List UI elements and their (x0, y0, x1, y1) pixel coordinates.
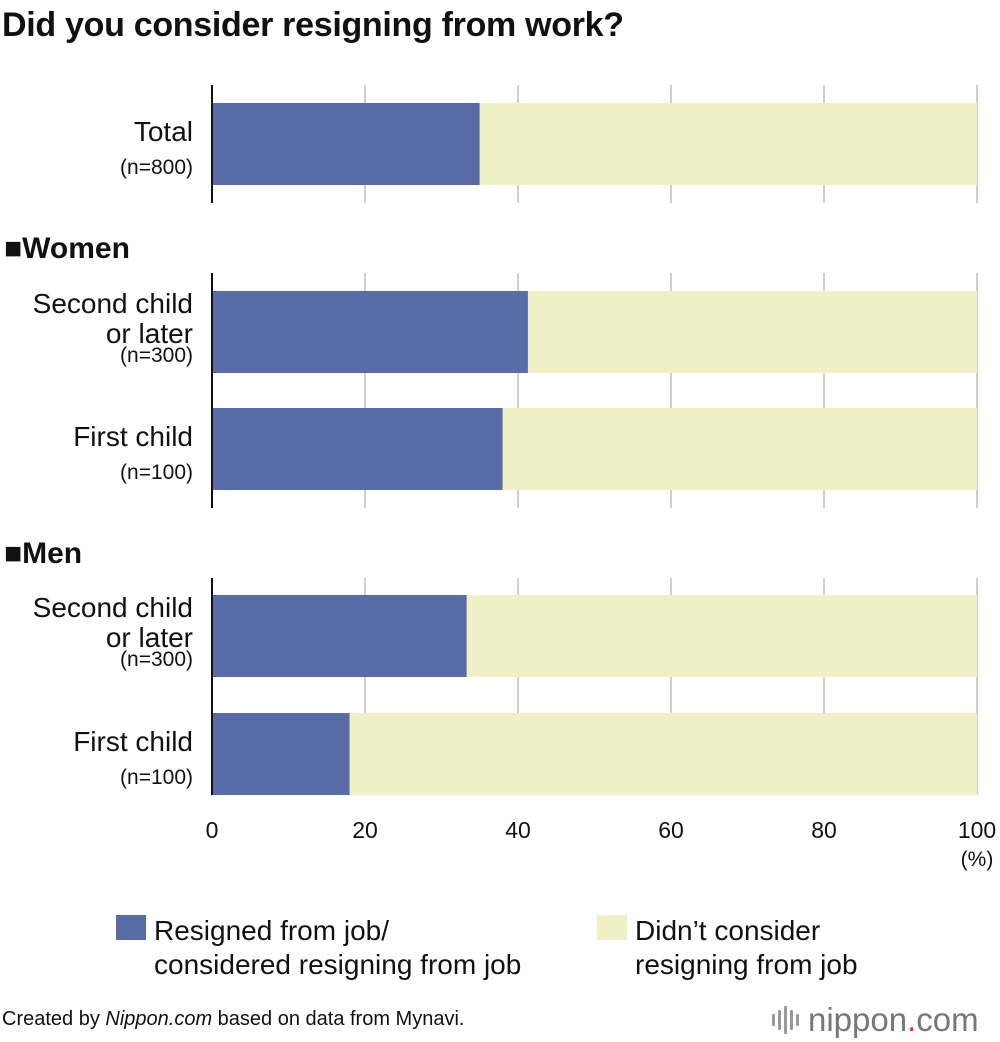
logo-word: nippon (808, 1001, 908, 1038)
sample-size-g1-r1: (n=100) (120, 461, 193, 484)
legend-swatch-resigned (116, 915, 146, 940)
bar-resigned-g1-r1 (212, 408, 503, 490)
bar-resigned-g2-r0 (212, 595, 467, 677)
credit-prefix: Created by (2, 1008, 106, 1030)
credit-site: Nippon.com (105, 1008, 213, 1030)
bar-not_considered-g1-r1 (502, 408, 977, 490)
category-label-g0-r0-l0: Total (134, 116, 193, 147)
legend-swatch-not-considered (597, 915, 627, 940)
logo-dot: . (907, 1001, 917, 1038)
sample-size-g2-r0: (n=300) (120, 648, 193, 671)
category-label-g2-r1-l0: First child (73, 726, 193, 757)
bar-not_considered-g2-r1 (349, 713, 977, 795)
logo-tld: com (916, 1001, 979, 1038)
x-tick-label-5: 100 (958, 817, 996, 843)
nippon-logo: nippon. com (772, 1000, 979, 1040)
bar-not_considered-g1-r0 (527, 291, 977, 373)
bar-resigned-g1-r0 (212, 291, 528, 373)
x-tick-label-1: 20 (352, 817, 378, 843)
sample-size-g2-r1: (n=100) (120, 766, 193, 789)
legend-label-not-considered-line1: Didn’t consider (635, 915, 821, 946)
category-label-g1-r0-l0: Second child (33, 288, 193, 319)
bar-not_considered-g2-r0 (466, 595, 977, 677)
x-tick-label-3: 60 (658, 817, 684, 843)
source-credit: Created by Nippon.com based on data from… (2, 1008, 464, 1031)
legend-item-not-considered: Didn’t consider resigning from job (597, 914, 858, 982)
category-label-g2-r0-l0: Second child (33, 592, 193, 623)
x-tick-label-0: 0 (206, 817, 219, 843)
sample-size-g1-r0: (n=300) (120, 344, 193, 367)
category-label-g2-r0-l1: or later (106, 622, 193, 653)
legend-item-resigned: Resigned from job/ considered resigning … (116, 914, 521, 982)
category-label-g1-r1-l0: First child (73, 421, 193, 452)
logo-bars-icon (772, 1006, 802, 1034)
x-tick-label-2: 40 (505, 817, 531, 843)
bar-resigned-g0-r0 (212, 103, 480, 185)
x-tick-label-4: 80 (811, 817, 837, 843)
bar-resigned-g2-r1 (212, 713, 350, 795)
group-heading-2: ■Men (4, 537, 82, 570)
legend-label-resigned-line2: considered resigning from job (154, 949, 522, 980)
sample-size-g0-r0: (n=800) (120, 156, 193, 179)
x-axis-unit: (%) (961, 848, 994, 871)
chart-title: Did you consider resigning from work? (2, 6, 624, 44)
legend-label-not-considered-line2: resigning from job (635, 949, 858, 980)
bar-not_considered-g0-r0 (479, 103, 977, 185)
legend-label-resigned-line1: Resigned from job/ (154, 915, 390, 946)
credit-suffix: based on data from Mynavi. (212, 1008, 465, 1030)
category-label-g1-r0-l1: or later (106, 318, 193, 349)
group-heading-1: ■Women (4, 232, 130, 265)
